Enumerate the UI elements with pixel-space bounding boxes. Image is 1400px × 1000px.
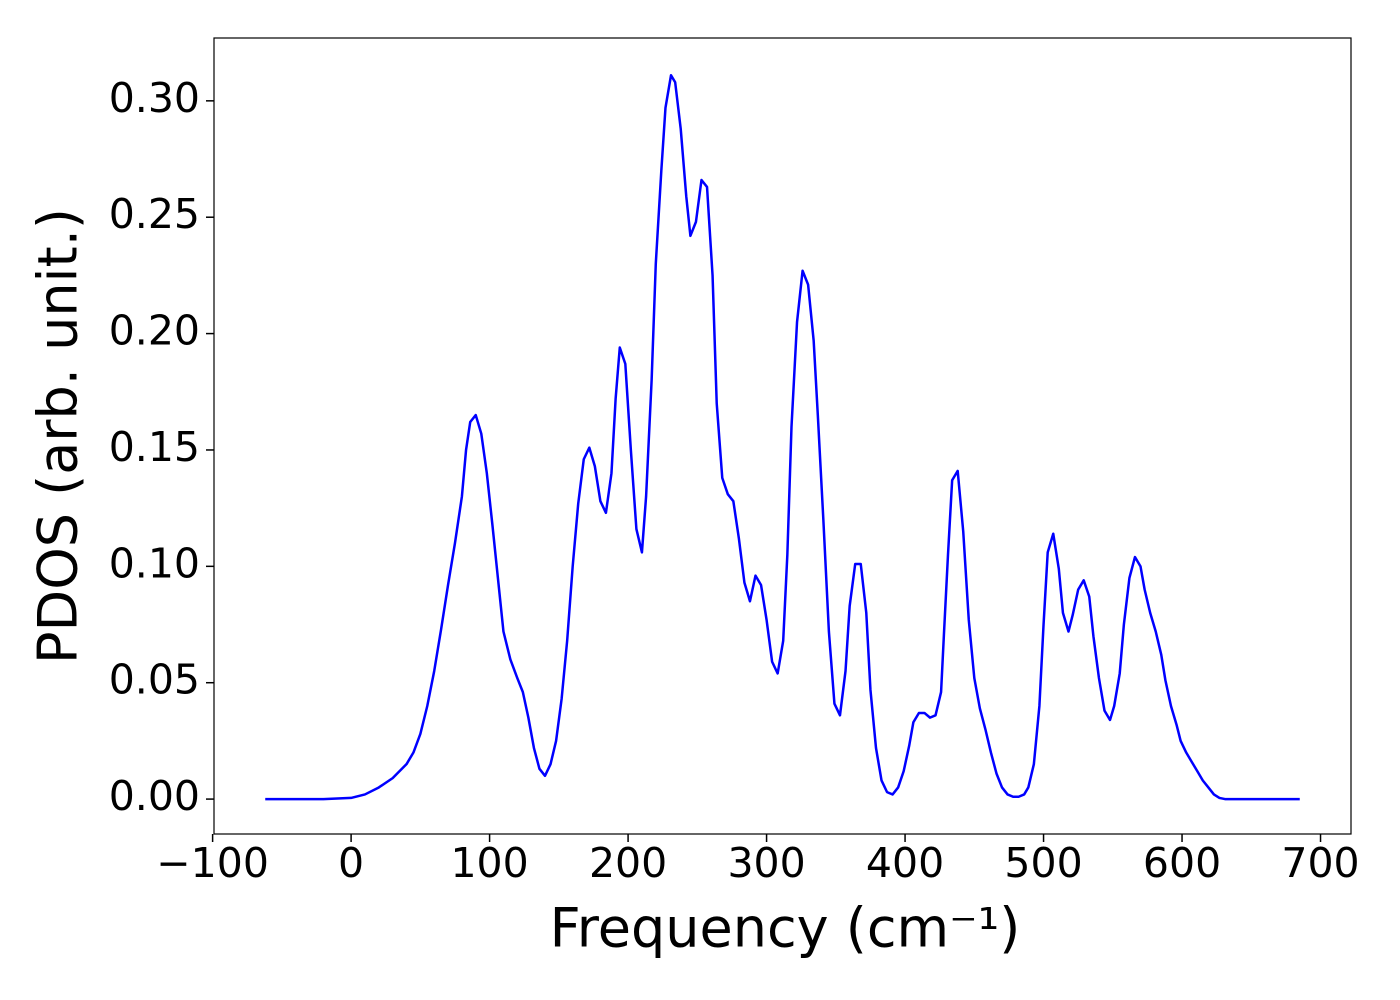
y-tick-label: 0.30 xyxy=(109,74,200,122)
x-tick-label: 0 xyxy=(338,839,364,887)
x-tick-label: 400 xyxy=(866,839,944,887)
y-tick-label: 0.20 xyxy=(109,307,200,355)
x-tick-label: 100 xyxy=(450,839,528,887)
x-tick-label: −100 xyxy=(156,839,269,887)
x-tick-label: 300 xyxy=(727,839,805,887)
y-tick-label: 0.05 xyxy=(109,656,200,704)
x-tick-label: 700 xyxy=(1281,839,1359,887)
y-tick-label: 0.25 xyxy=(109,190,200,238)
data-line xyxy=(265,73,1300,801)
plot-frame xyxy=(213,37,1352,835)
x-tick-label: 200 xyxy=(589,839,667,887)
x-tick-label: 600 xyxy=(1143,839,1221,887)
y-axis-label: PDOS (arb. unit.) xyxy=(27,208,90,664)
y-tick-label: 0.00 xyxy=(109,772,200,820)
y-tick-label: 0.10 xyxy=(109,539,200,587)
y-tick-label: 0.15 xyxy=(109,423,200,471)
x-tick-label: 500 xyxy=(1004,839,1082,887)
x-axis-label: Frequency (cm⁻¹) xyxy=(550,897,1021,960)
